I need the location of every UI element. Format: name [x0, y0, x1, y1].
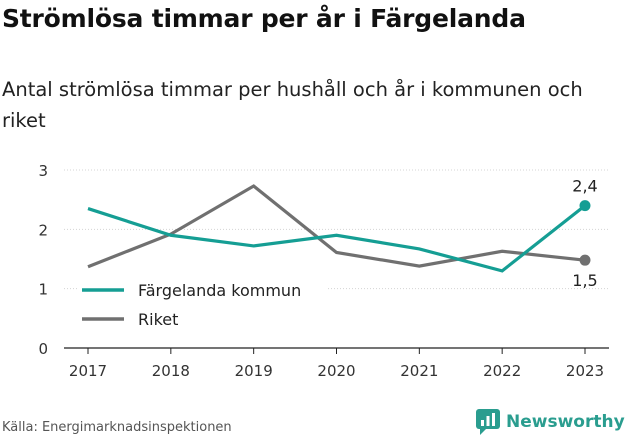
y-tick-label: 0 [38, 340, 48, 358]
brand-logo[interactable]: Newsworthy [476, 408, 625, 436]
x-tick-label: 2020 [317, 362, 355, 380]
series-line [87, 204, 586, 273]
x-tick-label: 2023 [566, 362, 604, 380]
data-label: 1,5 [572, 271, 597, 290]
newsworthy-logo-icon [476, 409, 500, 435]
source-note: Källa: Energimarknadsinspektionen [2, 420, 232, 435]
chart-subtitle: Antal strömlösa timmar per hushåll och å… [2, 78, 583, 132]
legend-label: Riket [138, 310, 178, 329]
y-tick-label: 2 [38, 221, 48, 239]
y-tick-label: 3 [38, 162, 48, 180]
series-end-point [579, 254, 591, 266]
brand-name: Newsworthy [506, 412, 625, 432]
x-tick-label: 2021 [400, 362, 438, 380]
legend-label: Färgelanda kommun [138, 281, 301, 300]
x-tick-label: 2022 [483, 362, 521, 380]
line-chart: 0 1 2 3 2017 2018 2019 2020 2021 2022 2023 2,4 1,5 Fä… [38, 162, 609, 380]
chart-title: Strömlösa timmar per år i Färgelanda [2, 4, 526, 33]
x-tick-label: 2019 [235, 362, 273, 380]
y-tick-label: 1 [38, 281, 48, 299]
series-end-point [579, 200, 591, 212]
data-label: 2,4 [572, 177, 597, 196]
x-tick-label: 2018 [152, 362, 190, 380]
series-line [87, 184, 586, 269]
x-tick-label: 2017 [69, 362, 107, 380]
